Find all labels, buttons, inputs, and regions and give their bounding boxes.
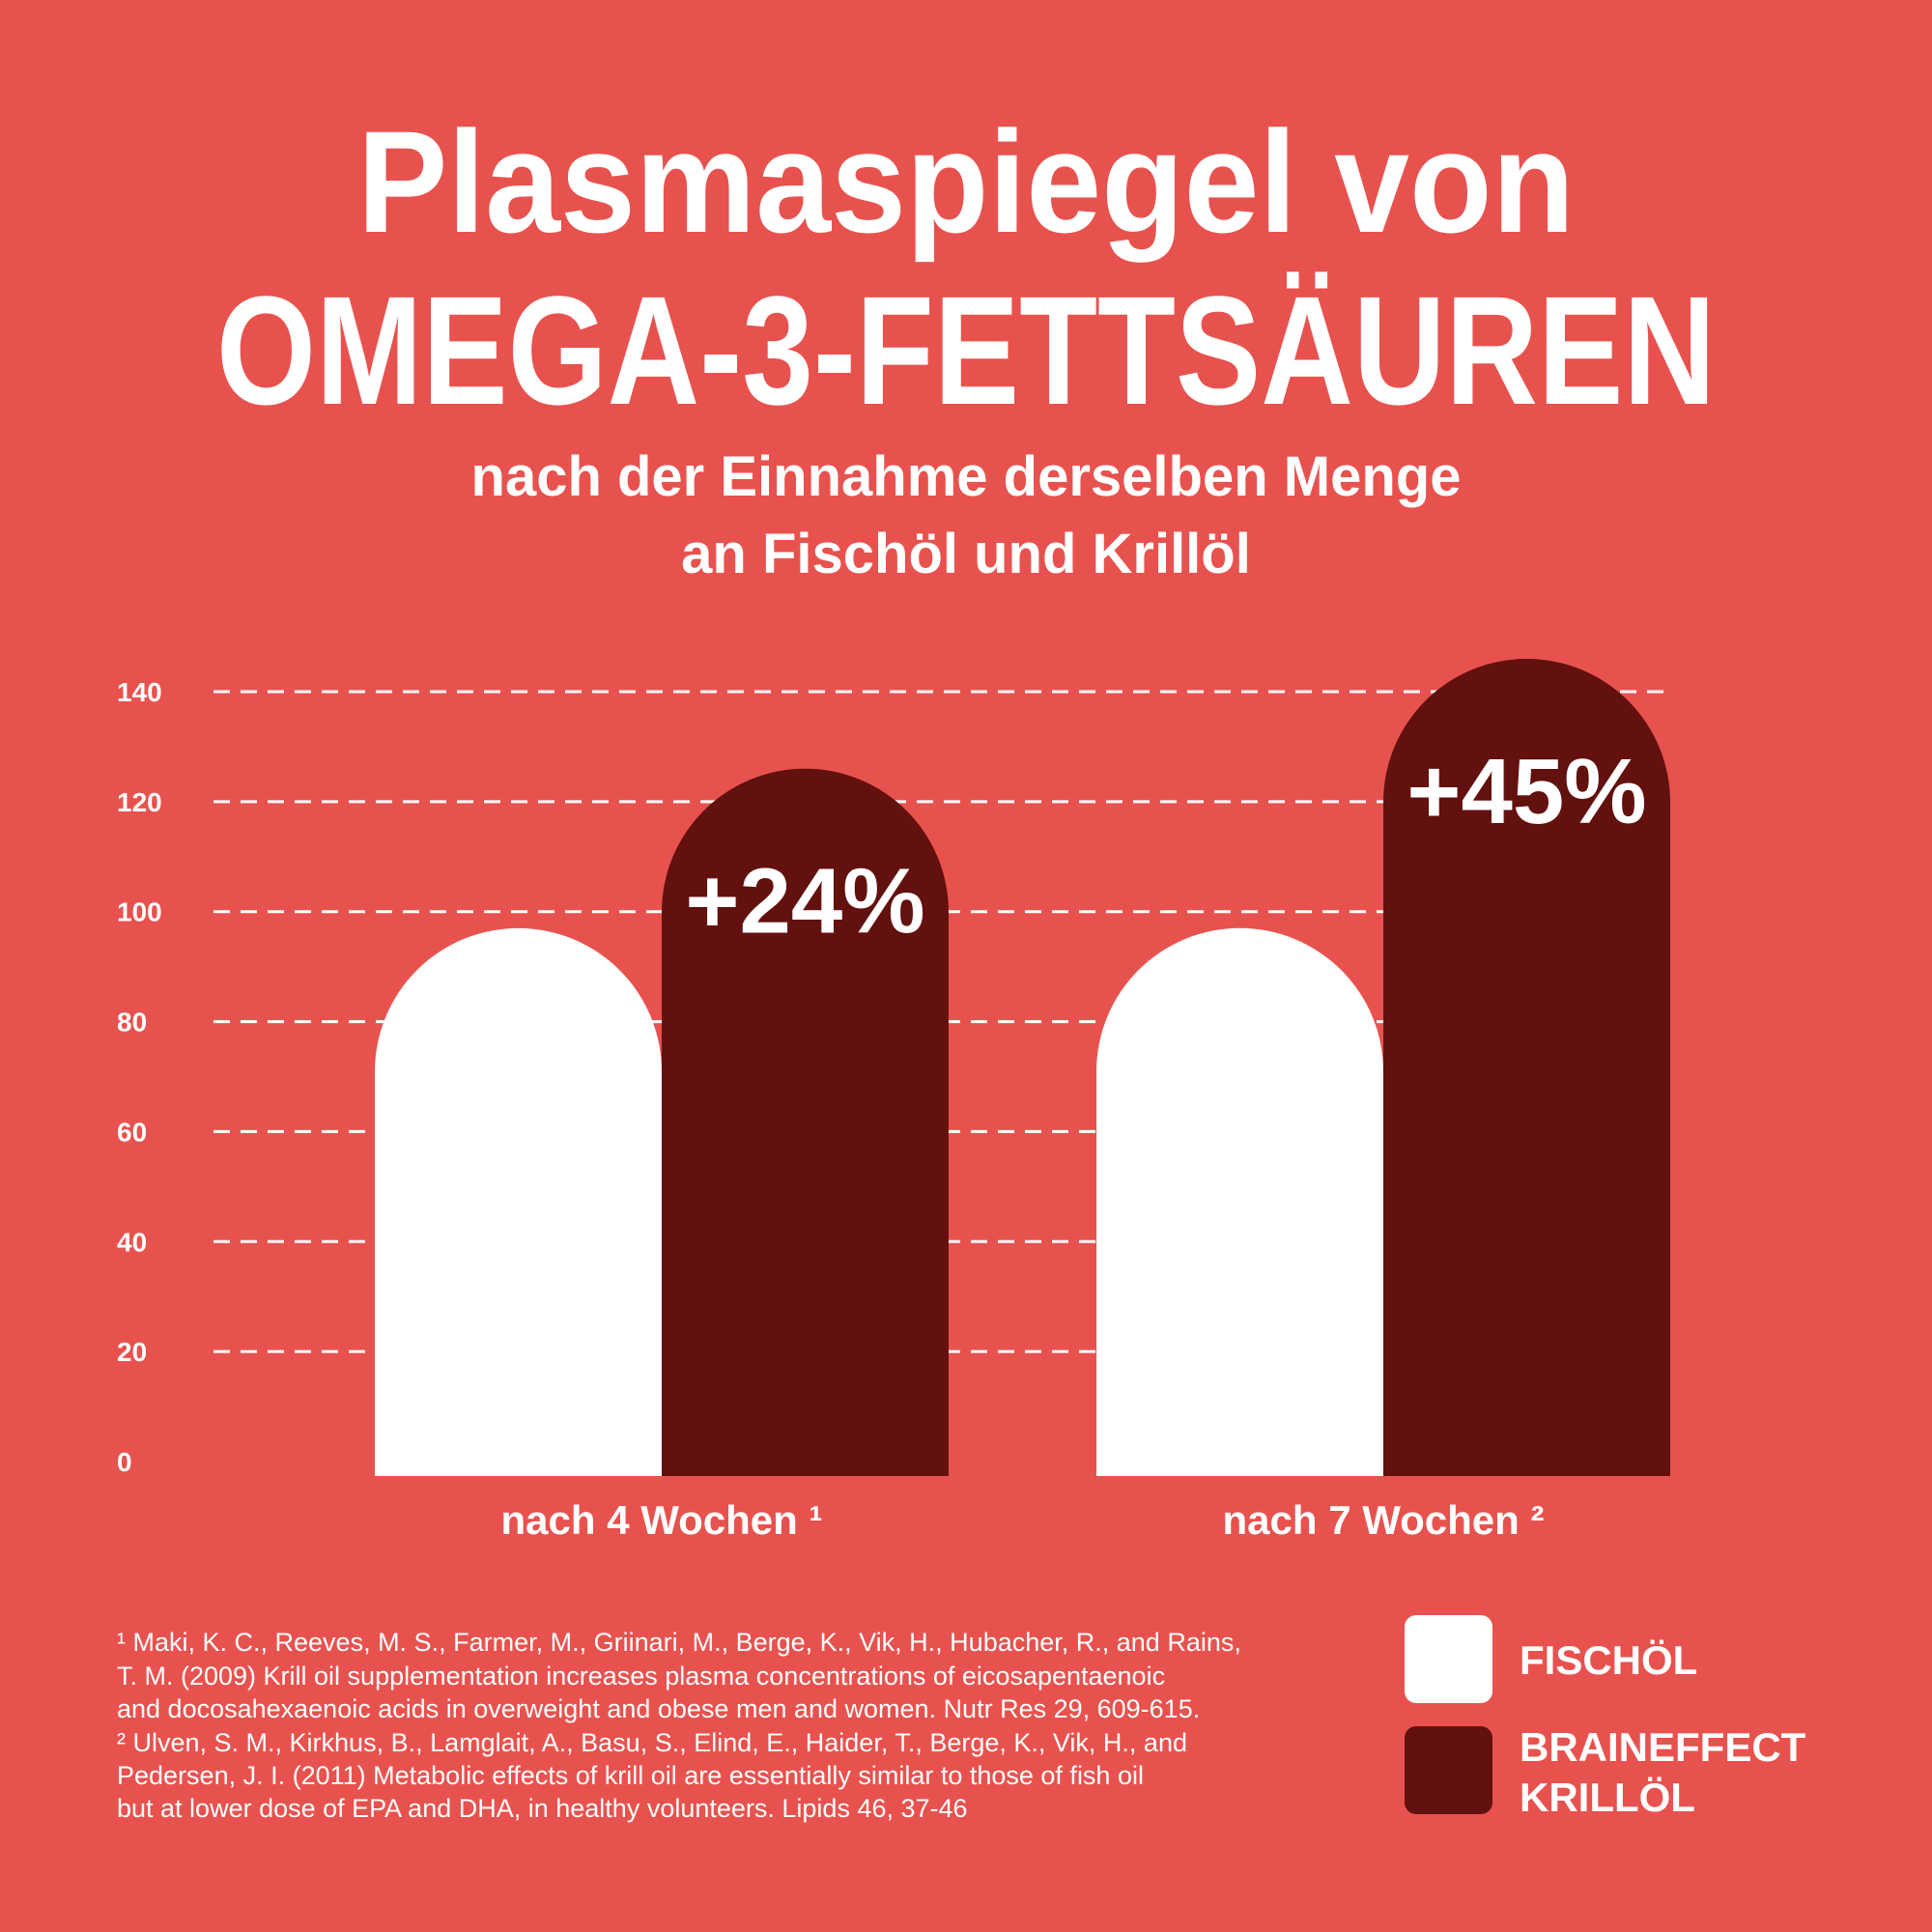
y-axis-ticks: 0 20 40 60 80 100 120 140 <box>117 677 162 1477</box>
footnote-line: ¹ Maki, K. C., Reeves, M. S., Farmer, M.… <box>117 1628 1241 1657</box>
bar-krilloel <box>662 768 949 1476</box>
legend-label-fischoel: FISCHÖL <box>1520 1637 1697 1683</box>
bar-annotation: +45% <box>1406 740 1646 843</box>
y-tick-label: 20 <box>117 1337 147 1367</box>
title-line-1: Plasmaspiegel von <box>357 100 1575 263</box>
footnotes: ¹ Maki, K. C., Reeves, M. S., Farmer, M.… <box>117 1628 1241 1823</box>
footnote-line: ² Ulven, S. M., Kirkhus, B., Lamglait, A… <box>117 1728 1187 1757</box>
footnote-line: but at lower dose of EPA and DHA, in hea… <box>117 1794 968 1823</box>
y-tick-label: 0 <box>117 1447 132 1477</box>
bar-fischoel <box>1096 927 1383 1476</box>
footnote-line: and docosahexaenoic acids in overweight … <box>117 1694 1200 1723</box>
x-axis-labels: nach 4 Wochen ¹ nach 7 Wochen ² <box>501 1497 1545 1543</box>
legend-label-krilloel-1: BRAINEFFECT <box>1520 1724 1806 1770</box>
legend-label-krilloel-2: KRILLÖL <box>1520 1775 1695 1820</box>
bars <box>375 658 1670 1476</box>
x-category-label: nach 7 Wochen ² <box>1223 1497 1545 1543</box>
bar-fischoel <box>375 927 662 1476</box>
footnote-line: Pedersen, J. I. (2011) Metabolic effects… <box>117 1761 1144 1790</box>
annotations: +24% +45% <box>685 740 1646 953</box>
x-category-label: nach 4 Wochen ¹ <box>501 1497 823 1543</box>
y-tick-label: 140 <box>117 677 162 707</box>
legend-swatch-fischoel <box>1405 1615 1492 1703</box>
legend: FISCHÖL BRAINEFFECT KRILLÖL <box>1405 1615 1806 1820</box>
footnote-line: T. M. (2009) Krill oil supplementation i… <box>117 1662 1165 1690</box>
y-tick-label: 40 <box>117 1227 147 1257</box>
y-tick-label: 120 <box>117 787 162 817</box>
y-tick-label: 100 <box>117 897 162 927</box>
bar-annotation: +24% <box>685 850 924 953</box>
subtitle-line-1: nach der Einnahme derselben Menge <box>471 445 1462 508</box>
bar-krilloel <box>1383 658 1670 1476</box>
y-tick-label: 80 <box>117 1008 147 1037</box>
subtitle-line-2: an Fischöl und Krillöl <box>681 523 1251 585</box>
y-tick-label: 60 <box>117 1117 147 1147</box>
title-line-2: OMEGA-3-FETTSÄUREN <box>216 264 1716 437</box>
legend-swatch-krilloel <box>1405 1726 1492 1814</box>
